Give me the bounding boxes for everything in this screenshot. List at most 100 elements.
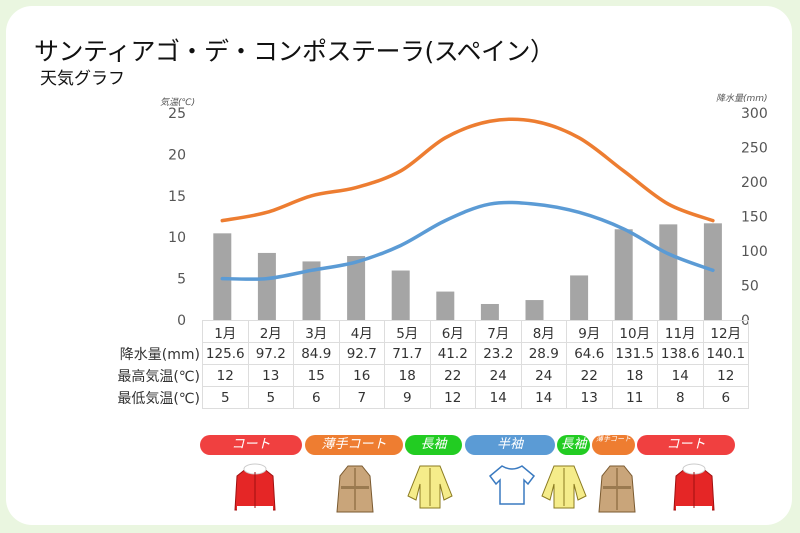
table-cell: 138.6 — [657, 342, 704, 365]
right-tick-label: 100 — [741, 244, 768, 260]
table-cell: 13 — [247, 364, 294, 387]
long-sleeve-icon — [540, 462, 588, 514]
right-tick-label: 150 — [741, 210, 768, 226]
table-cell: 14 — [520, 386, 567, 409]
table-cell: 140.1 — [702, 342, 749, 365]
table-cell: 22 — [429, 364, 476, 387]
table-cell: 11 — [611, 386, 658, 409]
month-header: 7月 — [475, 320, 522, 343]
table-cell: 6 — [702, 386, 749, 409]
precip-bar — [257, 252, 276, 320]
precip-bar — [525, 300, 544, 320]
left-tick-label: 0 — [177, 313, 186, 329]
table-row: 最低気温(℃) 5 5 6 7 9 12 14 14 13 11 8 6 — [80, 386, 749, 409]
table-cell: 22 — [566, 364, 613, 387]
table-cell: 12 — [202, 364, 249, 387]
trench-coat-icon — [333, 462, 377, 518]
right-tick-label: 200 — [741, 175, 768, 191]
row-label: 最高気温(℃) — [117, 368, 200, 385]
long-sleeve-icon — [406, 462, 454, 514]
table-cell: 9 — [384, 386, 431, 409]
clothing-label: コート — [200, 435, 302, 455]
table-cell: 18 — [611, 364, 658, 387]
table-cell: 23.2 — [475, 342, 522, 365]
table-cell: 71.7 — [384, 342, 431, 365]
clothing-label: 薄手コート — [305, 435, 403, 455]
table-cell: 24 — [475, 364, 522, 387]
table-cell: 97.2 — [247, 342, 294, 365]
data-table: 1月 2月 3月 4月 5月 6月 7月 8月 9月 10月 11月 12月 降水量(mm) 125.6 9… — [80, 320, 749, 409]
table-cell: 131.5 — [611, 342, 658, 365]
trench-coat-icon — [595, 462, 639, 518]
table-cell: 84.9 — [293, 342, 340, 365]
table-cell: 6 — [293, 386, 340, 409]
precip-bar — [480, 303, 499, 320]
table-cell: 64.6 — [566, 342, 613, 365]
table-cell: 13 — [566, 386, 613, 409]
month-header: 2月 — [247, 320, 294, 343]
table-row: 最高気温(℃) 12 13 15 16 18 22 24 24 22 18 14 12 — [80, 364, 749, 387]
table-cell: 14 — [657, 364, 704, 387]
clothing-label: 長袖 — [405, 435, 462, 455]
month-header: 4月 — [338, 320, 385, 343]
t-shirt-icon — [488, 462, 536, 510]
month-header: 8月 — [520, 320, 567, 343]
max-temp-line — [220, 117, 715, 223]
month-header: 5月 — [384, 320, 431, 343]
month-row: 1月 2月 3月 4月 5月 6月 7月 8月 9月 10月 11月 12月 — [80, 320, 749, 343]
table-cell: 5 — [202, 386, 249, 409]
month-header: 1月 — [202, 320, 249, 343]
min-temp-line — [220, 200, 715, 281]
month-header: 12月 — [702, 320, 749, 343]
clothing-label: コート — [637, 435, 735, 455]
table-cell: 7 — [338, 386, 385, 409]
month-header: 9月 — [566, 320, 613, 343]
table-cell: 15 — [293, 364, 340, 387]
table-cell: 28.9 — [520, 342, 567, 365]
precip-bar — [614, 229, 633, 320]
table-cell: 8 — [657, 386, 704, 409]
precip-bar — [659, 224, 678, 320]
table-cell: 92.7 — [338, 342, 385, 365]
clothing-label: 半袖 — [465, 435, 555, 455]
left-axis-label: 気温(℃) — [160, 98, 196, 108]
month-header: 11月 — [657, 320, 704, 343]
red-coat-icon — [233, 462, 277, 518]
left-tick-label: 10 — [168, 230, 186, 246]
page-subtitle: 天気グラフ — [40, 69, 125, 89]
row-label: 降水量(mm) — [119, 346, 200, 363]
month-header: 3月 — [293, 320, 340, 343]
table-cell: 24 — [520, 364, 567, 387]
left-tick-label: 5 — [177, 272, 186, 288]
precip-bar — [213, 233, 232, 320]
month-header: 10月 — [611, 320, 658, 343]
right-tick-label: 50 — [741, 279, 759, 295]
precip-bar — [347, 256, 366, 320]
precip-bar — [436, 291, 455, 320]
right-tick-label: 250 — [741, 141, 768, 157]
table-cell: 12 — [429, 386, 476, 409]
table-cell: 16 — [338, 364, 385, 387]
table-cell: 14 — [475, 386, 522, 409]
page-title: サンティアゴ・デ・コンポステーラ(スペイン） — [34, 37, 555, 66]
month-header: 6月 — [429, 320, 476, 343]
table-cell: 12 — [702, 364, 749, 387]
table-cell: 125.6 — [202, 342, 249, 365]
row-label — [80, 321, 203, 343]
row-label: 最低気温(℃) — [117, 390, 200, 407]
precip-bar — [570, 275, 589, 320]
table-row: 降水量(mm) 125.6 97.2 84.9 92.7 71.7 41.2 23.2 28.9… — [80, 342, 749, 365]
right-axis-label: 降水量(mm) — [716, 94, 768, 104]
left-tick-label: 15 — [168, 189, 186, 205]
red-coat-icon — [672, 462, 716, 518]
precip-bar — [391, 270, 410, 320]
left-tick-label: 25 — [168, 106, 186, 122]
table-cell: 41.2 — [429, 342, 476, 365]
table-cell: 5 — [247, 386, 294, 409]
precip-bar — [302, 261, 321, 320]
left-tick-label: 20 — [168, 147, 186, 163]
clothing-label: 長袖 — [557, 435, 590, 455]
right-tick-label: 300 — [741, 106, 768, 122]
table-cell: 18 — [384, 364, 431, 387]
